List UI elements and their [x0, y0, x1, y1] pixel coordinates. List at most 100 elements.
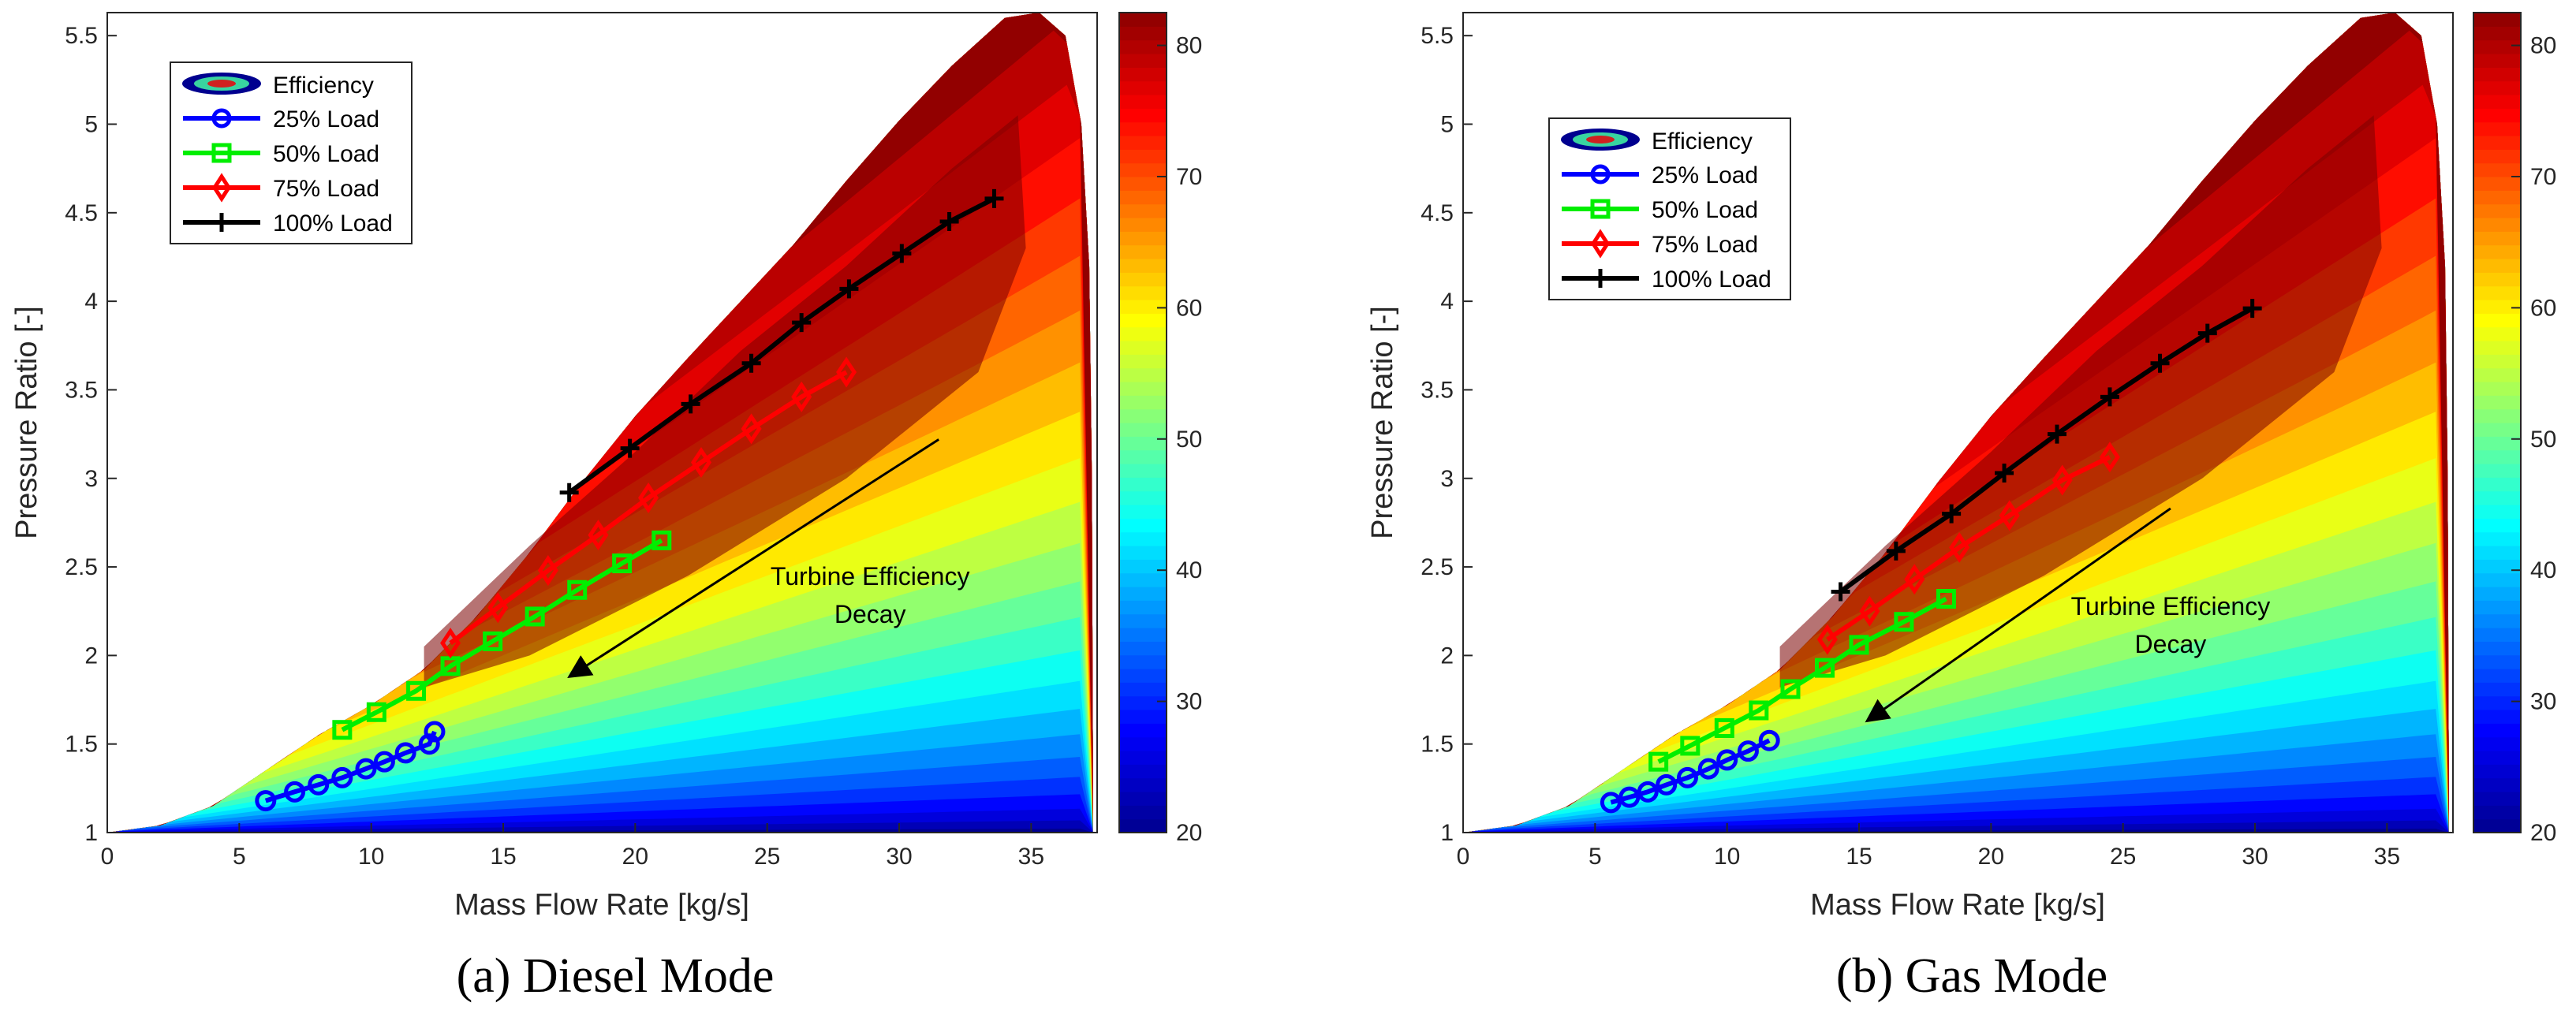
x-tick-label: 20 — [622, 844, 648, 870]
decay-arrow — [1865, 507, 2171, 723]
colorbar-step — [2473, 244, 2521, 259]
colorbar-step — [1119, 162, 1167, 177]
annotation-text-line-1: Turbine Efficiency — [771, 562, 970, 591]
colorbar-tick-label: 70 — [2530, 164, 2556, 190]
y-tick-label: 1 — [84, 820, 98, 846]
colorbar-tick-label: 60 — [1176, 295, 1202, 321]
colorbar-step — [2473, 121, 2521, 136]
data-point — [1894, 612, 1914, 632]
colorbar-tick-label: 80 — [2530, 33, 2556, 59]
panel-caption: (b) Gas Mode — [1836, 949, 2107, 1003]
data-point — [559, 483, 579, 502]
colorbar-tick-label: 30 — [2530, 689, 2556, 715]
colorbar-step — [2473, 423, 2521, 437]
colorbar-step — [1119, 367, 1167, 382]
plus-marker-icon — [1591, 269, 1610, 288]
data-point — [1600, 792, 1622, 814]
series-line-50-load — [1657, 596, 1947, 764]
legend-item-efficiency: Efficiency — [1561, 129, 1753, 155]
colorbar-step — [2473, 108, 2521, 123]
annotation-text-line-2: Decay — [2135, 630, 2207, 658]
x-tick-label: 30 — [2242, 844, 2268, 870]
colorbar-step — [1119, 792, 1167, 806]
colorbar-tick-label: 20 — [2530, 820, 2556, 846]
colorbar-gradient — [1119, 13, 1167, 833]
colorbar-step — [1119, 285, 1167, 300]
series-line-75-load — [449, 370, 848, 646]
x-tick-label: 25 — [2110, 844, 2136, 870]
data-point — [984, 188, 1004, 208]
colorbar: 20 30 40 50 60 70 80 — [2473, 12, 2556, 846]
data-point — [355, 758, 377, 780]
colorbar-step — [2473, 777, 2521, 792]
colorbar-step — [1119, 408, 1167, 423]
colorbar-step — [1119, 669, 1167, 683]
legend-item-100-load: 100% Load — [1562, 266, 1771, 293]
data-point — [741, 413, 762, 445]
colorbar-step — [1119, 641, 1167, 656]
colorbar-step — [1119, 300, 1167, 314]
data-point — [638, 482, 659, 513]
data-point — [1886, 541, 1906, 561]
y-tick-label: 3.5 — [65, 377, 98, 403]
colorbar-step — [1119, 654, 1167, 669]
colorbar-tick-label: 50 — [2530, 427, 2556, 453]
colorbar-step — [1119, 54, 1167, 68]
colorbar-step — [1119, 13, 1167, 27]
circle-marker-icon — [1590, 164, 1611, 184]
data-point — [1831, 582, 1850, 602]
colorbar-tick-label: 30 — [1176, 689, 1202, 715]
y-axis-label: Pressure Ratio [-] — [1366, 306, 1399, 539]
colorbar-step — [1119, 587, 1167, 601]
colorbar-step — [1119, 95, 1167, 109]
colorbar-step — [1119, 505, 1167, 519]
data-point — [651, 530, 672, 550]
data-point — [1676, 766, 1698, 788]
colorbar-step — [2473, 203, 2521, 218]
colorbar-step — [1119, 395, 1167, 410]
x-tick-label: 10 — [358, 844, 384, 870]
colorbar-tick-label: 50 — [1176, 427, 1202, 453]
data-point — [792, 313, 812, 333]
data-point — [2051, 464, 2073, 496]
colorbar-step — [2473, 682, 2521, 697]
plus-marker-icon — [212, 213, 231, 232]
colorbar-step — [2473, 464, 2521, 478]
y-tick-label: 3 — [1440, 466, 1454, 492]
colorbar-tick-label: 60 — [2530, 295, 2556, 321]
data-point — [2100, 387, 2119, 407]
data-point — [588, 520, 609, 551]
data-point — [487, 592, 509, 624]
load-series-layer — [255, 188, 1004, 812]
load-series-layer — [1600, 299, 2262, 814]
colorbar-ticks: 20 30 40 50 60 70 80 — [2511, 33, 2556, 846]
colorbar-gradient — [2473, 13, 2521, 833]
square-marker-icon — [1590, 199, 1611, 219]
x-tick-label: 5 — [233, 844, 246, 870]
diamond-marker-icon — [212, 173, 231, 203]
colorbar-step — [2473, 13, 2521, 27]
colorbar-tick-label: 70 — [1176, 164, 1202, 190]
legend-label: 50% Load — [1652, 197, 1758, 223]
colorbar-frame — [1118, 12, 1167, 833]
data-point — [1749, 700, 1769, 721]
colorbar-step — [1119, 272, 1167, 287]
x-axis: 0 5 10 15 20 25 30 35 — [101, 823, 1044, 870]
colorbar-step — [1119, 244, 1167, 259]
colorbar-step — [2473, 259, 2521, 273]
legend-label: 25% Load — [1652, 162, 1758, 188]
colorbar-step — [1119, 203, 1167, 218]
legend-label: 75% Load — [273, 176, 379, 202]
colorbar-step — [1119, 682, 1167, 697]
data-point — [836, 356, 857, 388]
data-point — [406, 680, 427, 701]
colorbar-step — [1119, 764, 1167, 779]
data-point — [284, 781, 306, 803]
colorbar-step — [2473, 218, 2521, 232]
colorbar-step — [1119, 382, 1167, 396]
colorbar-step — [2473, 436, 2521, 451]
colorbar-step — [1119, 518, 1167, 533]
series-line-50-load — [341, 538, 663, 732]
legend: Efficiency 25% Load 50% Load 75% Load 10 — [170, 61, 413, 244]
data-point — [366, 702, 386, 722]
